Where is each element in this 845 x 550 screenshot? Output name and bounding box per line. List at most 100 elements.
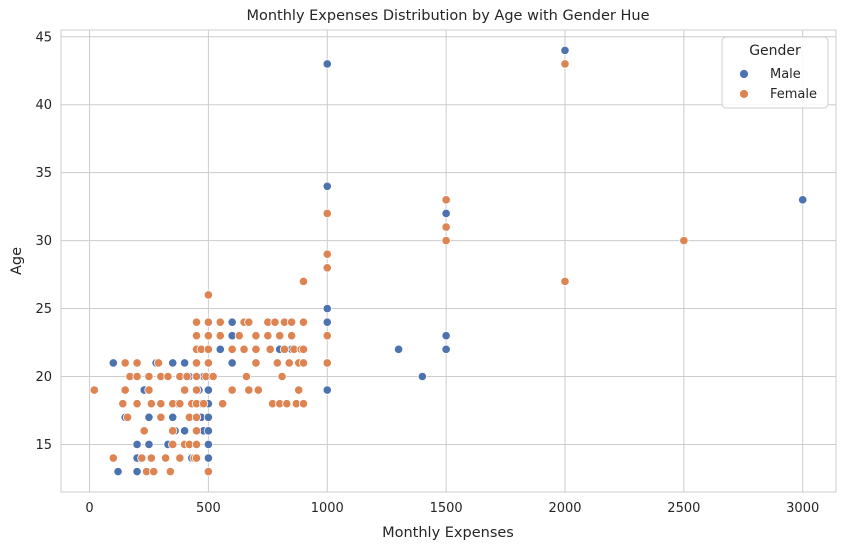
point-male	[168, 412, 178, 422]
point-female	[282, 399, 292, 409]
point-male	[322, 59, 332, 69]
point-female	[203, 358, 213, 368]
point-female	[270, 317, 280, 327]
point-female	[120, 385, 130, 395]
point-female	[441, 236, 451, 246]
point-female	[286, 317, 297, 327]
legend-label-female: Female	[770, 87, 817, 102]
legend-marker-female	[739, 89, 749, 99]
tick-labels: 0 500 1000 1500 2000 2500 3000 15 20 25 30 35 40 45	[35, 30, 819, 516]
point-male	[203, 453, 213, 463]
y-tick-label: 20	[35, 370, 52, 385]
legend-box	[721, 36, 829, 109]
point-female	[108, 453, 118, 463]
point-male	[798, 195, 808, 205]
point-male	[203, 426, 213, 436]
point-female	[251, 331, 261, 341]
x-tick-label: 2500	[667, 501, 700, 516]
point-female	[679, 236, 689, 246]
point-male	[144, 439, 154, 450]
point-female	[175, 453, 185, 463]
point-male	[227, 358, 237, 368]
data-points	[89, 45, 808, 477]
point-female	[244, 385, 254, 395]
point-female	[263, 331, 273, 341]
x-tick-label: 500	[196, 501, 221, 516]
point-male	[132, 467, 142, 477]
point-female	[191, 426, 202, 436]
point-female	[227, 385, 237, 395]
legend-marker-male	[739, 69, 749, 79]
point-male	[441, 208, 451, 219]
y-tick-label: 35	[35, 166, 52, 181]
point-female	[275, 331, 285, 341]
point-male	[417, 371, 427, 382]
point-male	[144, 412, 154, 422]
point-female	[322, 208, 332, 219]
point-female	[265, 344, 275, 354]
point-male	[215, 344, 225, 354]
series-female	[89, 59, 689, 477]
point-female	[203, 290, 213, 300]
point-female	[272, 358, 282, 368]
point-male	[322, 181, 332, 191]
point-female	[251, 344, 261, 354]
point-female	[191, 358, 202, 368]
point-male	[180, 358, 190, 368]
y-tick-label: 45	[35, 30, 52, 45]
point-female	[298, 344, 309, 354]
point-male	[203, 385, 213, 395]
point-female	[215, 331, 225, 341]
point-female	[234, 331, 244, 341]
point-female	[322, 331, 332, 341]
point-male	[441, 331, 451, 341]
point-female	[322, 249, 332, 259]
point-female	[191, 371, 202, 382]
point-female	[560, 276, 570, 286]
point-female	[144, 371, 154, 382]
point-female	[191, 439, 202, 450]
point-female	[227, 344, 237, 354]
y-tick-label: 25	[35, 302, 52, 317]
point-female	[139, 426, 149, 436]
point-female	[322, 263, 332, 273]
point-female	[298, 317, 309, 327]
point-female	[89, 385, 99, 395]
point-male	[560, 45, 570, 55]
point-female	[146, 453, 156, 463]
y-tick-label: 15	[35, 438, 52, 453]
point-female	[156, 412, 166, 422]
x-tick-label: 1500	[430, 501, 463, 516]
point-female	[441, 222, 451, 232]
point-female	[132, 399, 142, 409]
point-male	[168, 358, 178, 368]
point-female	[120, 358, 130, 368]
point-female	[132, 371, 142, 382]
point-female	[215, 317, 225, 327]
point-female	[218, 399, 228, 409]
point-female	[441, 195, 451, 205]
legend-label-male: Male	[770, 67, 801, 82]
point-female	[322, 358, 332, 368]
point-female	[191, 331, 202, 341]
chart-title: Monthly Expenses Distribution by Age wit…	[246, 8, 649, 24]
point-female	[122, 412, 133, 422]
point-female	[199, 399, 209, 409]
x-tick-label: 0	[85, 501, 93, 516]
point-female	[294, 385, 304, 395]
point-male	[180, 426, 190, 436]
point-female	[191, 412, 202, 422]
point-male	[203, 412, 213, 422]
point-female	[208, 371, 218, 382]
point-female	[175, 399, 185, 409]
point-male	[203, 439, 213, 450]
point-male	[113, 467, 123, 477]
point-female	[298, 399, 309, 409]
point-male	[322, 303, 332, 314]
point-female	[165, 467, 175, 477]
point-male	[322, 385, 332, 395]
point-female	[168, 426, 178, 436]
point-female	[251, 358, 261, 368]
point-female	[203, 317, 213, 327]
point-female	[156, 399, 166, 409]
